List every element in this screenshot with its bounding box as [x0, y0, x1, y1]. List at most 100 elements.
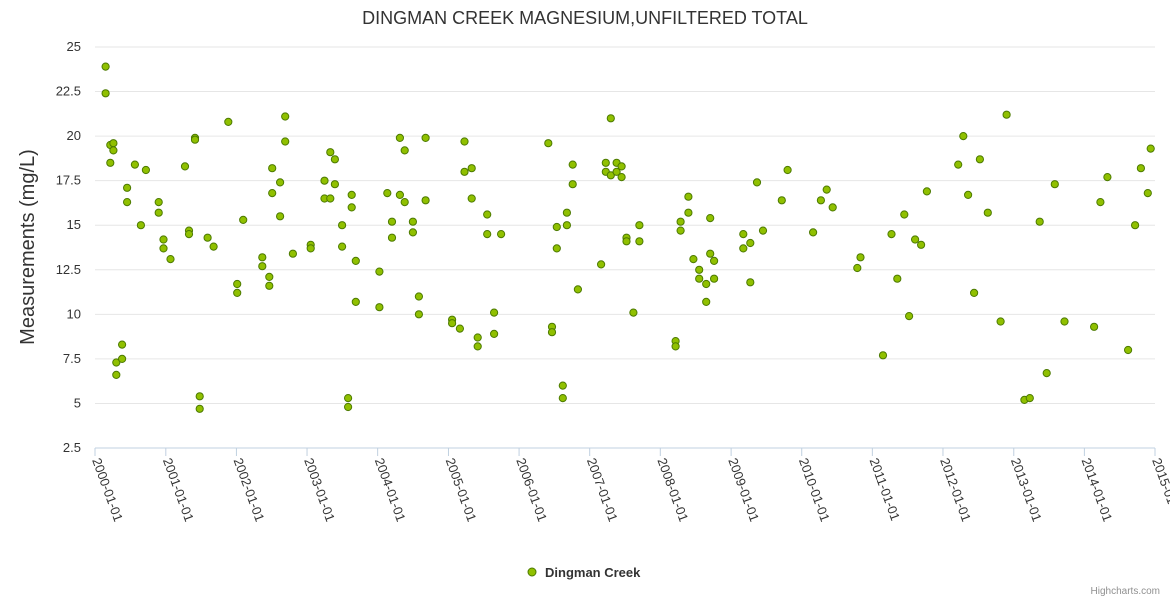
data-point[interactable]	[224, 117, 233, 127]
data-point[interactable]	[414, 292, 423, 301]
data-point[interactable]	[828, 203, 837, 212]
data-point[interactable]	[1025, 394, 1034, 403]
data-point[interactable]	[347, 190, 356, 199]
data-point[interactable]	[281, 137, 290, 146]
data-point[interactable]	[408, 217, 417, 226]
data-point[interactable]	[702, 297, 711, 306]
data-point[interactable]	[351, 297, 360, 306]
data-point[interactable]	[159, 244, 168, 253]
data-point[interactable]	[483, 230, 492, 239]
data-point[interactable]	[276, 212, 285, 221]
data-point[interactable]	[473, 342, 482, 351]
data-point[interactable]	[758, 226, 768, 235]
data-point[interactable]	[154, 198, 163, 207]
data-point[interactable]	[922, 187, 932, 196]
data-point[interactable]	[739, 244, 748, 253]
data-point[interactable]	[330, 180, 339, 189]
data-point[interactable]	[118, 340, 127, 349]
data-point[interactable]	[203, 233, 212, 242]
data-point[interactable]	[490, 308, 499, 317]
data-point[interactable]	[276, 178, 285, 187]
data-point[interactable]	[562, 221, 572, 230]
data-point[interactable]	[421, 133, 430, 142]
data-point[interactable]	[130, 160, 139, 169]
data-point[interactable]	[112, 358, 121, 367]
data-point[interactable]	[905, 312, 914, 321]
data-point[interactable]	[702, 279, 711, 289]
data-point[interactable]	[383, 189, 392, 198]
data-point[interactable]	[320, 176, 329, 185]
data-point[interactable]	[552, 222, 561, 232]
legend-label[interactable]: Dingman Creek	[545, 565, 641, 580]
data-point[interactable]	[606, 114, 615, 123]
data-point[interactable]	[893, 274, 902, 283]
data-point[interactable]	[1103, 173, 1112, 182]
data-point[interactable]	[400, 146, 409, 155]
data-point[interactable]	[568, 160, 577, 169]
data-point[interactable]	[954, 160, 963, 169]
data-point[interactable]	[562, 208, 572, 217]
data-point[interactable]	[268, 164, 277, 173]
data-point[interactable]	[752, 178, 762, 187]
data-point[interactable]	[1090, 322, 1099, 331]
data-point[interactable]	[689, 255, 698, 264]
data-point[interactable]	[184, 230, 194, 239]
data-point[interactable]	[460, 167, 469, 176]
data-point[interactable]	[635, 221, 644, 230]
data-point[interactable]	[1143, 189, 1152, 198]
data-point[interactable]	[558, 394, 567, 403]
data-point[interactable]	[983, 208, 992, 217]
data-point[interactable]	[853, 263, 862, 273]
data-point[interactable]	[900, 210, 909, 219]
data-point[interactable]	[306, 244, 315, 253]
data-point[interactable]	[112, 370, 121, 379]
data-point[interactable]	[695, 265, 704, 274]
data-point[interactable]	[1060, 317, 1069, 326]
data-point[interactable]	[387, 217, 397, 226]
data-point[interactable]	[118, 354, 127, 363]
data-point[interactable]	[671, 342, 680, 351]
data-point[interactable]	[265, 272, 274, 281]
data-point[interactable]	[448, 319, 457, 328]
data-point[interactable]	[606, 171, 615, 180]
data-point[interactable]	[258, 253, 267, 262]
data-point[interactable]	[497, 230, 506, 239]
data-point[interactable]	[695, 274, 704, 283]
legend[interactable]: Dingman Creek	[527, 565, 641, 580]
data-point[interactable]	[109, 146, 118, 155]
data-point[interactable]	[917, 240, 926, 249]
data-point[interactable]	[1146, 144, 1155, 153]
data-point[interactable]	[467, 194, 476, 203]
data-point[interactable]	[1124, 345, 1133, 355]
data-point[interactable]	[330, 155, 339, 164]
data-point[interactable]	[338, 242, 347, 251]
data-point[interactable]	[856, 253, 865, 262]
data-point[interactable]	[822, 185, 831, 194]
data-points[interactable]	[101, 62, 1155, 413]
data-point[interactable]	[706, 214, 715, 223]
data-point[interactable]	[1136, 164, 1146, 173]
data-point[interactable]	[421, 196, 430, 205]
data-point[interactable]	[635, 237, 644, 246]
data-point[interactable]	[387, 233, 397, 242]
data-point[interactable]	[739, 230, 748, 239]
data-point[interactable]	[629, 308, 638, 317]
data-point[interactable]	[684, 208, 693, 217]
data-point[interactable]	[783, 165, 792, 175]
data-point[interactable]	[552, 244, 561, 253]
data-point[interactable]	[106, 158, 115, 167]
data-point[interactable]	[975, 155, 985, 164]
data-point[interactable]	[166, 255, 175, 264]
data-point[interactable]	[777, 196, 786, 205]
data-point[interactable]	[676, 226, 685, 235]
data-point[interactable]	[338, 221, 347, 230]
data-point[interactable]	[622, 237, 631, 246]
data-point[interactable]	[1096, 198, 1105, 207]
data-point[interactable]	[141, 165, 150, 175]
data-point[interactable]	[109, 139, 118, 148]
data-point[interactable]	[395, 190, 404, 199]
data-point[interactable]	[878, 351, 888, 360]
data-point[interactable]	[1050, 180, 1059, 189]
data-point[interactable]	[544, 139, 553, 148]
data-point[interactable]	[375, 267, 384, 276]
